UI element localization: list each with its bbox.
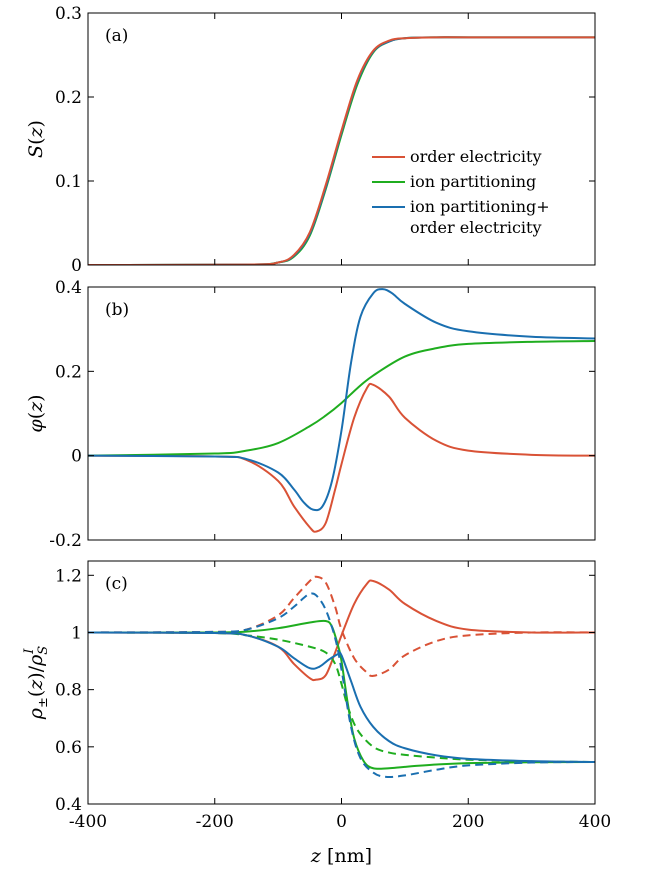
series-line-dashed-3 bbox=[88, 631, 595, 763]
y-tick-label: 0.4 bbox=[55, 278, 82, 298]
x-tick-label: -400 bbox=[69, 812, 107, 832]
x-tick-label: 400 bbox=[579, 812, 611, 832]
x-tick-label: 0 bbox=[336, 812, 347, 832]
x-tick-label: 200 bbox=[452, 812, 484, 832]
series-line-2 bbox=[88, 288, 595, 512]
panel-a-tag: (a) bbox=[105, 26, 128, 46]
legend-label: order electricity bbox=[410, 147, 541, 166]
svg-text:φ(z): φ(z) bbox=[25, 394, 47, 432]
series-line-2 bbox=[88, 619, 595, 770]
y-tick-label: 0 bbox=[71, 447, 82, 467]
series-line-4 bbox=[88, 631, 595, 763]
legend-label: ion partitioning bbox=[410, 172, 536, 191]
panel-b-frame bbox=[87, 286, 596, 541]
panel-c: (c) ρ±(z)/ρSI 0.4 0.6 0.8 1 1.2 -400 -200 0 200 4… bbox=[22, 560, 611, 832]
y-tick-label: 0 bbox=[71, 256, 82, 276]
panel-a-ylabel: S(z) bbox=[25, 120, 47, 158]
y-tick-label: 0.1 bbox=[55, 172, 82, 192]
y-tick-label: -0.2 bbox=[49, 531, 82, 551]
panel-c-ylabel: ρ±(z)/ρSI bbox=[22, 646, 51, 721]
panel-c-tag: (c) bbox=[105, 574, 128, 594]
series-line-0 bbox=[88, 382, 595, 533]
legend-label: order electricity bbox=[410, 218, 541, 237]
series-line-dashed-5 bbox=[88, 592, 595, 778]
x-axis-label: z [nm] bbox=[310, 845, 372, 867]
panel-b: (b) φ(z) -0.2 0 0.2 0.4 bbox=[25, 278, 596, 551]
x-tick-label: -200 bbox=[196, 812, 234, 832]
y-tick-label: 0.8 bbox=[55, 681, 82, 701]
y-tick-label: 0.2 bbox=[55, 362, 82, 382]
svg-text:S(z): S(z) bbox=[25, 120, 47, 158]
svg-text:ρ±(z)/ρSI: ρ±(z)/ρSI bbox=[22, 646, 51, 721]
legend-label: ion partitioning+ bbox=[410, 197, 550, 216]
panel-a: (a) S(z) order electricity ion partitioni… bbox=[25, 4, 596, 276]
panel-b-tag: (b) bbox=[105, 300, 129, 320]
series-line-1 bbox=[88, 339, 595, 457]
y-tick-label: 0.2 bbox=[55, 88, 82, 108]
y-tick-label: 0.3 bbox=[55, 4, 82, 24]
series-line-dashed-1 bbox=[88, 575, 595, 678]
y-tick-label: 0.4 bbox=[55, 795, 82, 815]
y-tick-label: 1.2 bbox=[55, 566, 82, 586]
legend: order electricity ion partitioning ion par… bbox=[372, 147, 550, 237]
y-tick-label: 1 bbox=[71, 623, 82, 643]
y-tick-label: 0.6 bbox=[55, 738, 82, 758]
series-line-2 bbox=[88, 36, 595, 265]
panel-b-ylabel: φ(z) bbox=[25, 394, 47, 432]
